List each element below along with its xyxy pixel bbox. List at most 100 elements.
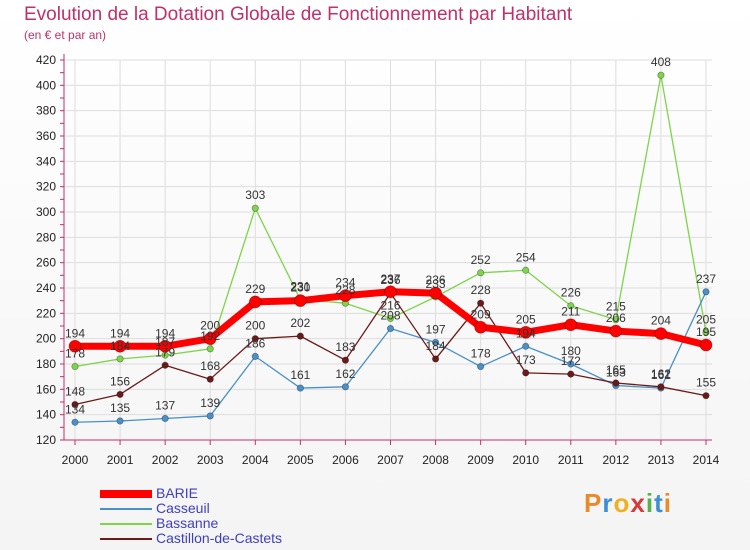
data-label: 184 (426, 339, 446, 353)
legend-swatch (100, 523, 152, 525)
data-label: 230 (290, 281, 310, 295)
data-point (161, 361, 169, 369)
data-point (251, 352, 259, 360)
data-label: 173 (516, 353, 536, 367)
data-point (293, 294, 307, 308)
data-label: 162 (651, 367, 671, 381)
line-chart: 120 140 160 180 200 220 240 260 280 300 320 340 360 3… (36, 53, 720, 467)
data-point (116, 355, 124, 363)
data-point (206, 412, 214, 420)
data-point (341, 383, 350, 391)
grid (64, 59, 712, 441)
data-label: 226 (561, 286, 581, 300)
x-tick-label: 2012 (603, 453, 630, 467)
x-tick-label: 2011 (558, 453, 584, 467)
data-label: 192 (200, 329, 220, 343)
data-point (386, 314, 395, 322)
data-point (248, 295, 262, 309)
x-tick-label: 2014 (693, 453, 720, 467)
data-label: 236 (380, 273, 400, 287)
data-point (431, 338, 440, 347)
data-point (702, 288, 710, 296)
data-label: 205 (696, 312, 716, 326)
data-point (657, 71, 665, 79)
series-layer (68, 71, 713, 426)
x-tick-label: 2005 (287, 453, 314, 467)
data-label: 303 (245, 188, 265, 202)
logo-letter: r (602, 488, 614, 518)
data-label: 200 (245, 319, 265, 333)
data-label: 163 (606, 366, 626, 380)
data-point (339, 289, 352, 303)
data-point (612, 316, 620, 324)
data-label: 161 (290, 368, 310, 382)
y-tick-label: 260 (36, 256, 56, 270)
logo-letter: i (663, 488, 672, 518)
data-label: 215 (606, 300, 626, 314)
data-point (341, 356, 350, 364)
data-point (699, 338, 713, 352)
y-tick-label: 420 (36, 53, 56, 67)
data-point (296, 332, 304, 340)
data-label: 135 (110, 401, 130, 415)
data-label: 197 (426, 322, 446, 336)
data-label: 194 (110, 326, 130, 340)
data-label: 194 (65, 326, 85, 340)
data-label: 408 (651, 55, 671, 69)
data-label: 155 (696, 376, 716, 390)
data-label: 168 (200, 359, 220, 373)
data-label: 231 (290, 279, 310, 293)
data-point (71, 418, 79, 426)
x-tick-label: 2007 (377, 453, 404, 467)
y-tick-label: 320 (36, 180, 56, 194)
y-tick-label: 120 (36, 433, 56, 447)
axes: 120 140 160 180 200 220 240 260 280 300 320 340 360 3… (36, 53, 720, 467)
data-label: 156 (110, 374, 130, 388)
y-tick-label: 340 (36, 154, 56, 168)
logo-letter: t (654, 488, 664, 518)
logo-letter: P (584, 488, 603, 518)
y-tick-label: 300 (36, 205, 56, 219)
data-point (68, 339, 82, 353)
data-label: 139 (200, 396, 220, 410)
chart-title: Evolution de la Dotation Globale de Fonc… (24, 4, 573, 25)
data-point (522, 369, 530, 377)
data-point (71, 362, 79, 371)
data-point (158, 339, 172, 353)
x-tick-label: 2004 (242, 453, 269, 467)
data-point (702, 328, 710, 336)
data-label: 180 (561, 344, 581, 358)
y-tick-label: 200 (36, 332, 56, 346)
data-point (519, 325, 533, 339)
y-tick-label: 360 (36, 129, 56, 143)
data-label: 148 (65, 385, 85, 399)
data-label: 183 (335, 340, 355, 354)
data-point (431, 355, 440, 363)
data-point (657, 383, 665, 391)
data-label: 228 (335, 283, 355, 297)
data-point (654, 327, 668, 341)
legend-label: BARIE (156, 485, 199, 501)
data-point (477, 362, 485, 371)
x-tick-label: 2008 (422, 453, 449, 467)
data-point (474, 320, 488, 334)
data-label: 134 (65, 402, 85, 416)
data-point (609, 324, 623, 338)
data-point (116, 417, 124, 425)
data-label: 236 (426, 273, 446, 287)
x-tick-label: 2000 (62, 453, 89, 467)
y-tick-label: 140 (36, 408, 56, 422)
data-point (386, 324, 395, 333)
data-label: 206 (606, 311, 626, 325)
data-point (206, 375, 214, 383)
legend-swatch (100, 508, 152, 510)
data-label: 178 (65, 347, 85, 361)
data-point (203, 332, 217, 346)
data-label: 229 (245, 282, 265, 296)
data-label: 137 (155, 398, 175, 412)
data-point (522, 266, 530, 274)
data-point (477, 299, 485, 307)
data-point (567, 370, 575, 378)
data-point (564, 318, 578, 332)
